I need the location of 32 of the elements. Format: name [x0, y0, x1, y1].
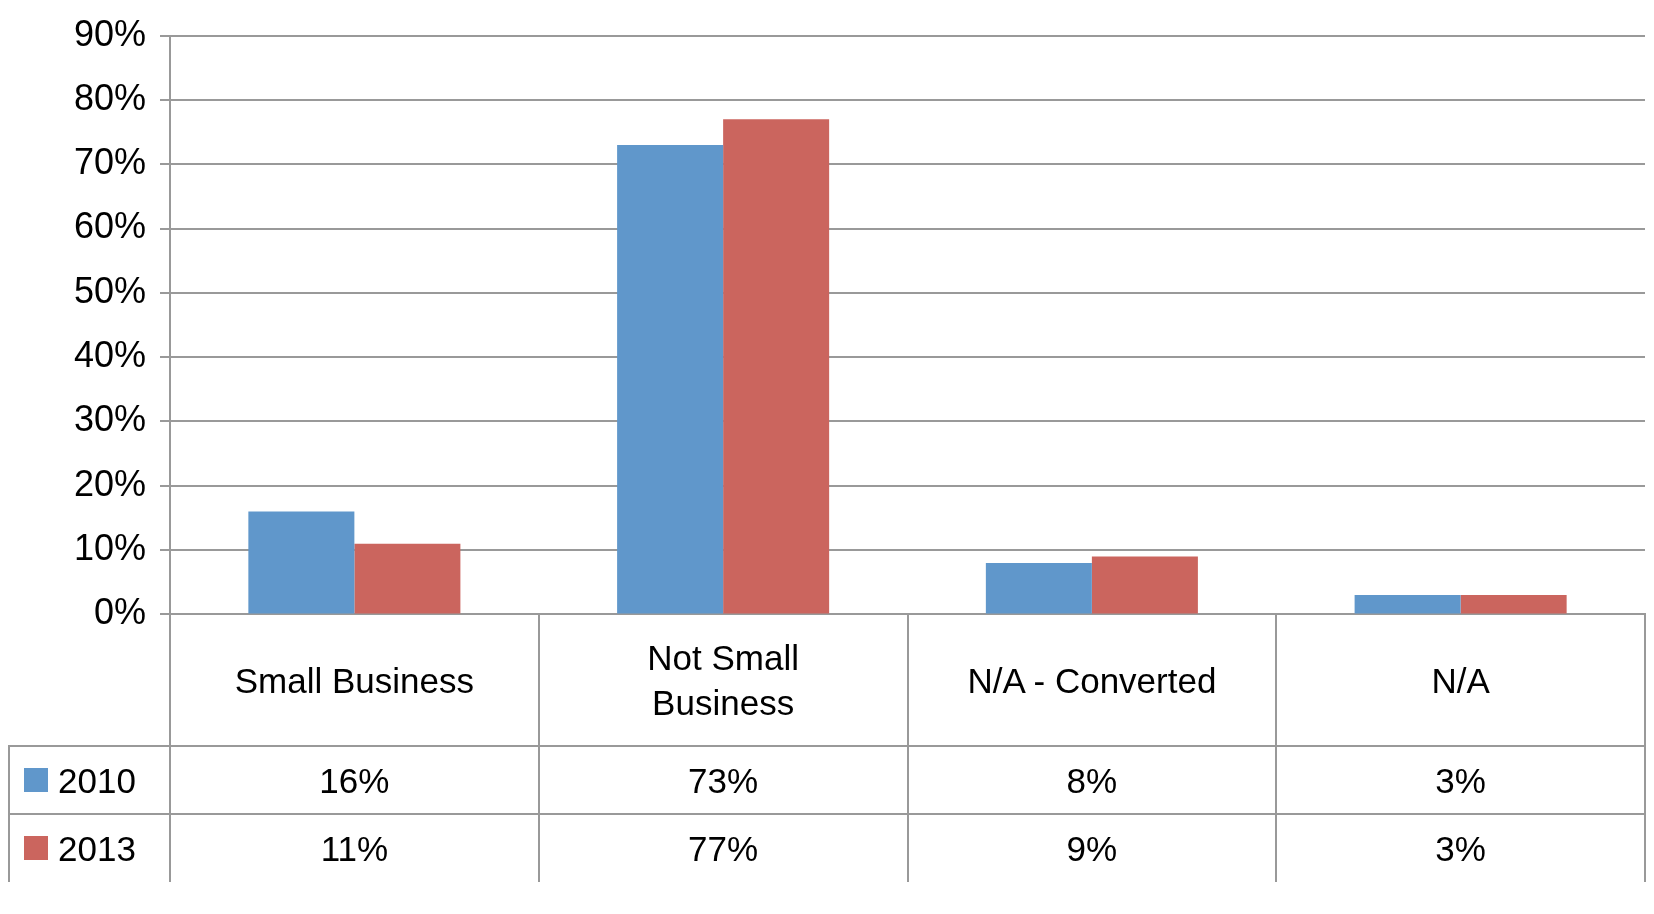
bar	[248, 511, 355, 614]
data-label: 3%	[1434, 827, 1487, 870]
y-tick-label: 30%	[73, 398, 146, 440]
y-tick-label: 60%	[73, 205, 146, 247]
y-tick-label: 70%	[73, 141, 146, 183]
legend-label: 2013	[57, 827, 137, 870]
x-tick-label: Not Small Business	[646, 636, 800, 725]
x-tick-label: Small Business	[233, 659, 475, 702]
y-tick-label: 10%	[73, 527, 146, 569]
data-label: 9%	[1065, 827, 1119, 870]
data-label: 8%	[1065, 759, 1119, 802]
y-tick-label: 20%	[73, 462, 146, 504]
y-tick-label: 50%	[73, 269, 146, 311]
legend-label: 2010	[57, 759, 137, 802]
y-tick-label: 80%	[73, 76, 146, 118]
y-tick-label: 90%	[73, 12, 146, 54]
bar	[1460, 595, 1567, 614]
data-label: 73%	[687, 759, 760, 802]
data-label: 77%	[687, 827, 760, 870]
bar	[723, 119, 830, 614]
data-label: 16%	[318, 759, 391, 802]
y-tick-label: 40%	[73, 334, 146, 376]
x-tick-label: N/A	[1430, 659, 1491, 702]
x-tick-label: N/A - Converted	[966, 659, 1218, 702]
bar	[354, 543, 461, 614]
bar	[1091, 556, 1198, 614]
y-tick-label: 0%	[93, 591, 146, 633]
bar	[1354, 595, 1461, 614]
data-label: 11%	[319, 827, 390, 870]
data-label: 3%	[1434, 759, 1487, 802]
bar	[617, 144, 724, 614]
bar	[985, 562, 1092, 614]
